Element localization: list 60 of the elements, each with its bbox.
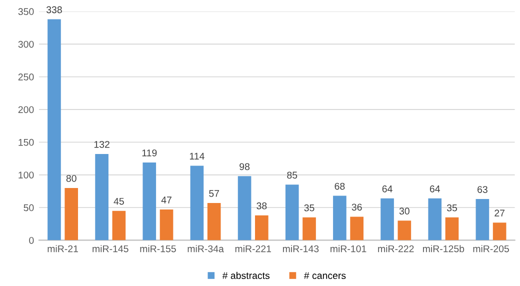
data-label: 27 — [494, 210, 504, 216]
data-label: 68 — [334, 182, 345, 190]
data-label: 45 — [114, 198, 124, 205]
y-tick-label: 150 — [18, 138, 34, 146]
x-tick-label: miR-125b — [423, 245, 464, 252]
y-tick-label: 300 — [18, 40, 34, 48]
data-label: 38 — [256, 202, 267, 210]
x-tick-label: miR-155 — [140, 245, 176, 252]
bar — [48, 19, 61, 240]
y-tick-label: 350 — [18, 8, 34, 16]
y-tick-label: 250 — [18, 74, 34, 80]
data-label: 35 — [446, 204, 457, 212]
x-tick-label: miR-221 — [235, 245, 272, 252]
bar — [64, 188, 78, 240]
bar — [350, 216, 364, 240]
y-tick-label: 100 — [18, 172, 34, 178]
bar — [160, 210, 174, 240]
bar — [190, 166, 204, 240]
data-label: 57 — [209, 190, 220, 197]
x-tick-label: miR-205 — [473, 245, 509, 252]
legend-label: # abstracts — [222, 272, 270, 280]
data-label: 36 — [352, 204, 362, 211]
x-tick-label: miR-145 — [92, 245, 128, 252]
bar — [142, 162, 156, 240]
x-tick-label: miR-101 — [330, 245, 366, 252]
bar — [428, 198, 442, 240]
x-tick-label: miR-222 — [378, 245, 414, 252]
bar — [95, 154, 108, 240]
bar — [207, 202, 221, 240]
data-label: 80 — [66, 174, 76, 182]
data-label: 338 — [46, 6, 62, 14]
bar — [333, 196, 346, 240]
bar — [445, 217, 459, 240]
data-label: 64 — [382, 185, 392, 192]
y-tick-label: 0 — [29, 236, 34, 244]
data-label: 119 — [142, 149, 157, 156]
data-label: 30 — [399, 208, 410, 215]
x-tick-label: miR-143 — [282, 245, 319, 252]
data-label: 64 — [430, 185, 440, 192]
bar — [255, 215, 268, 240]
data-label: 85 — [287, 172, 298, 179]
legend-label: # cancers — [304, 272, 346, 280]
bar — [112, 210, 126, 240]
data-label: 63 — [478, 186, 488, 193]
data-label: 98 — [240, 163, 250, 170]
bar — [492, 222, 506, 240]
data-label: 35 — [304, 204, 314, 212]
bar — [302, 217, 316, 240]
bar — [238, 176, 252, 240]
data-label: 47 — [161, 196, 172, 204]
y-tick-label: 50 — [24, 204, 34, 212]
x-tick-label: miR-21 — [48, 245, 78, 252]
bar — [285, 184, 299, 240]
data-label: 132 — [94, 140, 110, 148]
data-label: 114 — [190, 152, 204, 160]
bar — [398, 220, 412, 240]
x-tick-label: miR-34a — [188, 245, 224, 252]
bar — [380, 198, 394, 240]
bar — [476, 199, 490, 240]
y-tick-label: 200 — [18, 106, 34, 114]
